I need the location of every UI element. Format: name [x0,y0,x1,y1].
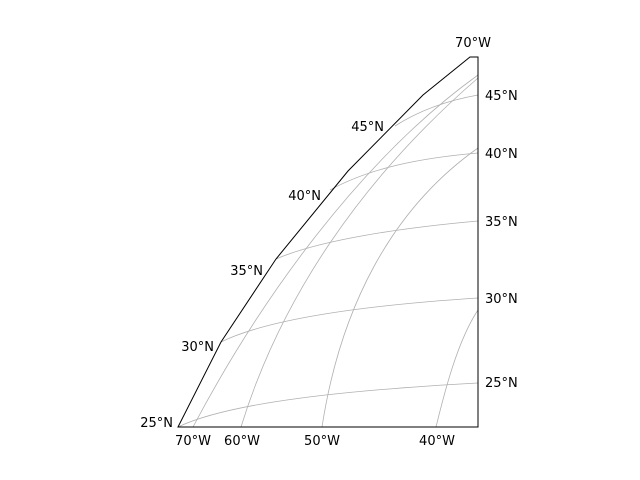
label-bottom-70w: 70°W [175,434,211,449]
label-bottom-50w: 50°W [304,434,340,449]
label-right-30n: 30°N [485,292,518,307]
label-right-45n: 45°N [485,89,518,104]
label-top-70w: 70°W [455,36,491,51]
meridian-lines [192,74,479,428]
parallel-35n [275,220,479,260]
label-left-40n: 40°N [288,189,321,204]
meridian-50w [321,147,479,428]
label-bottom-40w: 40°W [419,434,455,449]
label-bottom-60w: 60°W [224,434,260,449]
map-boundary [177,56,479,428]
parallel-30n [220,297,479,343]
label-left-25n: 25°N [140,416,173,431]
parallel-45n [394,94,479,127]
meridian-70w [192,74,479,428]
label-left-30n: 30°N [181,340,214,355]
label-left-45n: 45°N [351,120,384,135]
label-right-35n: 35°N [485,215,518,230]
parallel-40n [329,152,479,191]
parallel-25n [177,382,479,428]
meridian-60w [240,77,479,428]
label-right-40n: 40°N [485,147,518,162]
label-right-25n: 25°N [485,376,518,391]
label-left-35n: 35°N [230,264,263,279]
parallel-lines [177,94,479,428]
meridian-40w [435,309,479,428]
